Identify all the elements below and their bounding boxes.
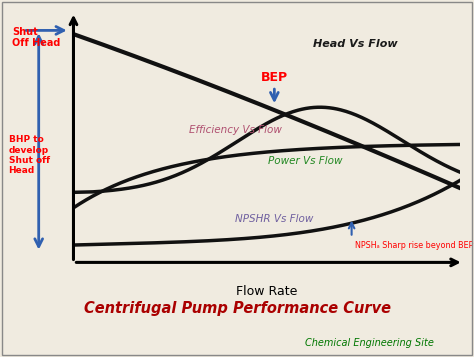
Text: Shut
Off Head: Shut Off Head bbox=[12, 27, 60, 48]
Text: Power Vs Flow: Power Vs Flow bbox=[268, 156, 343, 166]
Text: Chemical Engineering Site: Chemical Engineering Site bbox=[305, 338, 434, 348]
Text: Flow Rate: Flow Rate bbox=[236, 285, 297, 298]
Text: BHP to
develop
Shut off
Head: BHP to develop Shut off Head bbox=[9, 135, 50, 175]
Text: Centrifugal Pump Performance Curve: Centrifugal Pump Performance Curve bbox=[83, 301, 391, 316]
Text: Efficiency Vs Flow: Efficiency Vs Flow bbox=[189, 125, 282, 135]
Text: NPSHR Vs Flow: NPSHR Vs Flow bbox=[235, 214, 313, 224]
Text: BEP: BEP bbox=[261, 71, 288, 84]
Text: NPSHₐ Sharp rise beyond BEP: NPSHₐ Sharp rise beyond BEP bbox=[356, 241, 474, 250]
Text: Head Vs Flow: Head Vs Flow bbox=[313, 39, 398, 49]
